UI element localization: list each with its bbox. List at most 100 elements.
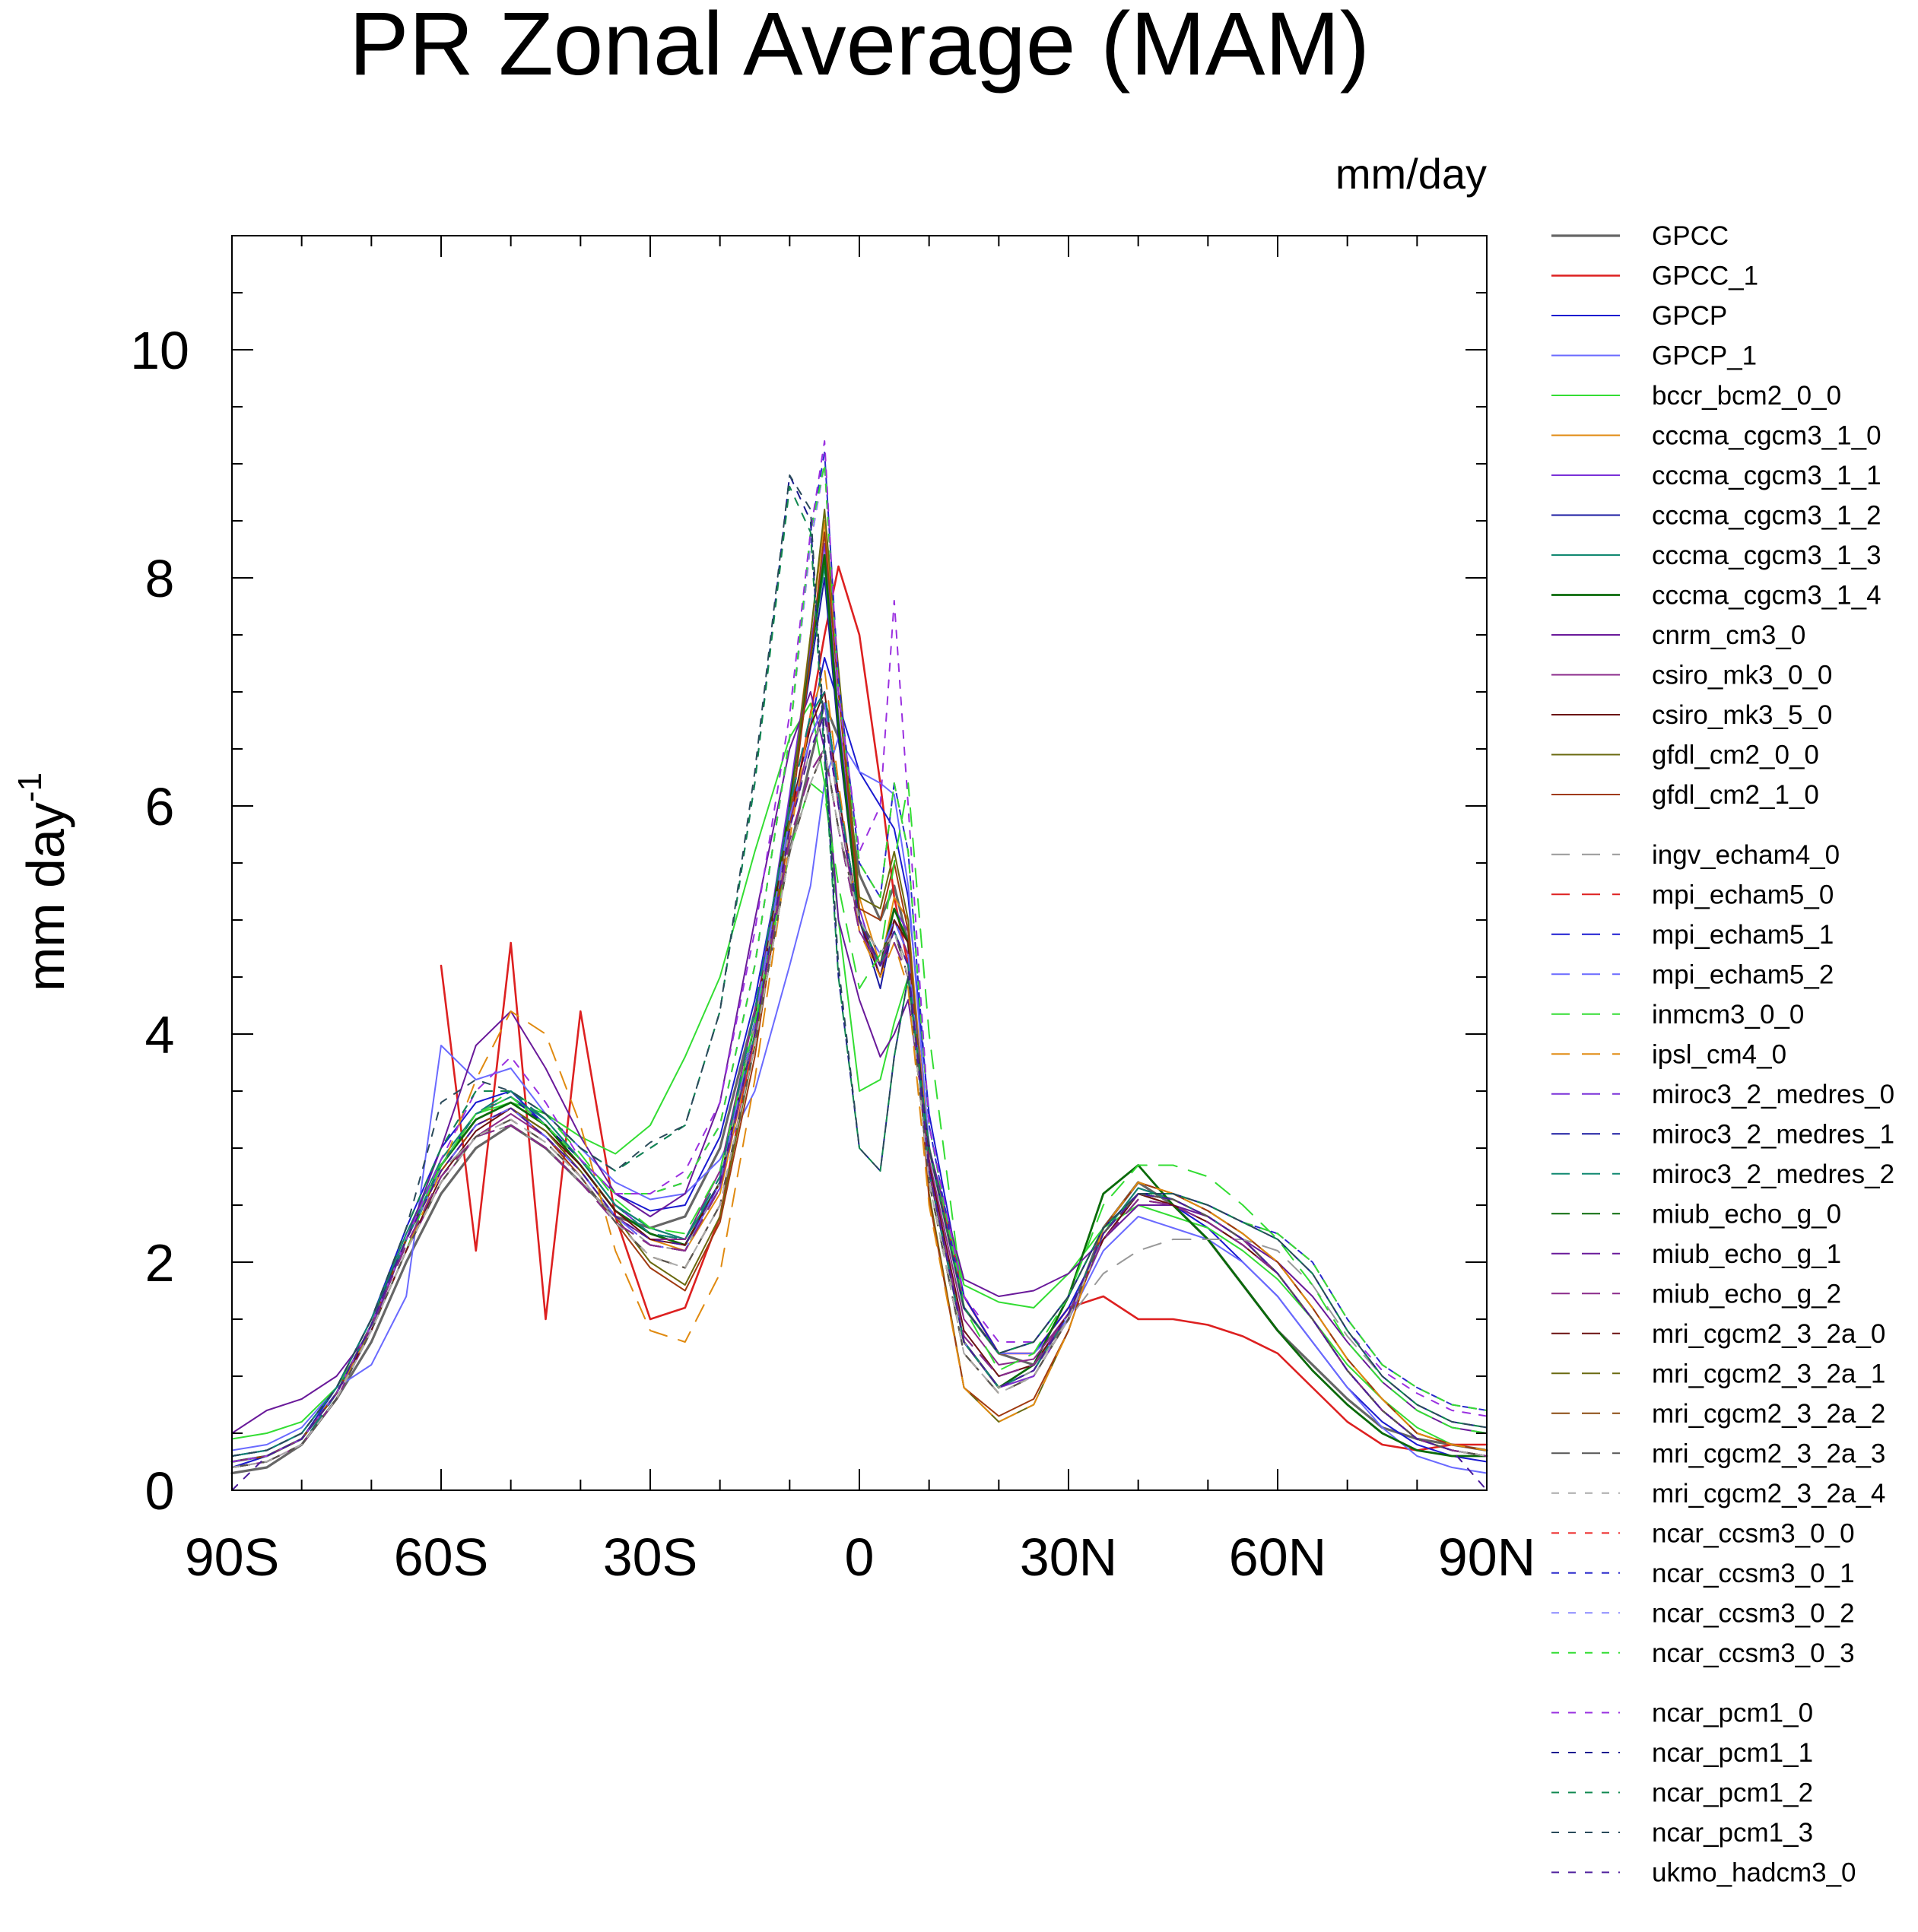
- legend-label: ipsl_cm4_0: [1652, 1039, 1786, 1069]
- legend-label: ukmo_hadcm3_0: [1652, 1858, 1856, 1888]
- legend-label: mpi_echam5_1: [1652, 920, 1834, 950]
- series-line-inmcm3-0-0: [231, 782, 1488, 1463]
- legend-item: miroc3_2_medres_2: [1551, 1160, 1894, 1189]
- legend-label: ncar_ccsm3_0_0: [1652, 1518, 1855, 1548]
- legend-item: miroc3_2_medres_1: [1551, 1119, 1894, 1149]
- legend-item: GPCP_1: [1551, 341, 1757, 371]
- legend-item: cccma_cgcm3_1_3: [1551, 541, 1881, 570]
- y-tick-label: 8: [145, 549, 175, 608]
- legend-label: miub_echo_g_2: [1652, 1279, 1841, 1309]
- x-tick-label: 0: [845, 1528, 875, 1587]
- legend-label: cccma_cgcm3_1_1: [1652, 461, 1881, 490]
- legend-label: mri_cgcm2_3_2a_3: [1652, 1439, 1885, 1468]
- legend-item: ncar_ccsm3_0_2: [1551, 1598, 1855, 1628]
- series-line-gpcp-1: [231, 737, 1488, 1474]
- legend-item: mpi_echam5_0: [1551, 880, 1834, 909]
- legend-item: GPCC: [1551, 221, 1729, 251]
- legend-label: inmcm3_0_0: [1652, 1000, 1804, 1029]
- x-tick-label: 60S: [394, 1528, 489, 1587]
- y-tick-label: 10: [130, 321, 189, 380]
- legend-item: mpi_echam5_1: [1551, 920, 1834, 950]
- legend-item: inmcm3_0_0: [1551, 1000, 1804, 1029]
- y-tick-label: 0: [145, 1461, 175, 1521]
- legend-label: csiro_mk3_0_0: [1652, 661, 1832, 690]
- legend-item: ingv_echam4_0: [1551, 840, 1840, 870]
- legend-item: ncar_pcm1_3: [1551, 1818, 1813, 1848]
- y-axis-title-text: mm day: [16, 802, 75, 991]
- legend-item: ncar_ccsm3_0_0: [1551, 1518, 1855, 1548]
- legend-label: cnrm_cm3_0: [1652, 620, 1805, 650]
- legend-label: mpi_echam5_0: [1652, 880, 1834, 909]
- legend-label: miub_echo_g_0: [1652, 1199, 1841, 1229]
- x-tick-label: 90N: [1438, 1528, 1535, 1587]
- legend-item: cnrm_cm3_0: [1551, 620, 1805, 650]
- legend-label: mri_cgcm2_3_2a_0: [1652, 1319, 1885, 1349]
- legend-item: mri_cgcm2_3_2a_1: [1551, 1359, 1885, 1388]
- x-tick-label: 60N: [1229, 1528, 1326, 1587]
- legend: GPCC GPCC_1 GPCP GPCP_1 bccr_bcm2_0_0 cccma_c…: [1551, 221, 1894, 1888]
- legend-item: cccma_cgcm3_1_2: [1551, 501, 1881, 531]
- legend-item: cccma_cgcm3_1_1: [1551, 461, 1881, 490]
- legend-label: csiro_mk3_5_0: [1652, 700, 1832, 730]
- legend-label: miroc3_2_medres_0: [1652, 1080, 1894, 1109]
- legend-item: cccma_cgcm3_1_0: [1551, 421, 1881, 451]
- legend-item: GPCP: [1551, 301, 1727, 331]
- series-line-cnrm-cm3-0: [231, 691, 1488, 1434]
- legend-label: miroc3_2_medres_2: [1652, 1160, 1894, 1189]
- legend-label: cccma_cgcm3_1_2: [1652, 501, 1881, 531]
- legend-label: GPCC_1: [1652, 262, 1758, 291]
- series-line-ncar-ccsm3-0-3: [231, 463, 1488, 1463]
- legend-item: mri_cgcm2_3_2a_0: [1551, 1319, 1885, 1349]
- legend-label: ncar_pcm1_0: [1652, 1699, 1813, 1728]
- legend-item: ipsl_cm4_0: [1551, 1039, 1786, 1069]
- legend-item: miroc3_2_medres_0: [1551, 1080, 1894, 1109]
- legend-label: GPCC: [1652, 221, 1729, 251]
- series-line-miub-echo-g-2: [231, 748, 1488, 1463]
- y-axis-title-superscript: -1: [11, 772, 49, 802]
- y-axis-title: mm day-1: [11, 772, 75, 991]
- legend-label: ncar_pcm1_1: [1652, 1738, 1813, 1768]
- legend-label: mpi_echam5_2: [1652, 960, 1834, 989]
- legend-label: miroc3_2_medres_1: [1652, 1119, 1894, 1149]
- legend-item: GPCC_1: [1551, 262, 1758, 291]
- legend-label: ncar_ccsm3_0_2: [1652, 1598, 1855, 1628]
- legend-label: mri_cgcm2_3_2a_2: [1652, 1399, 1885, 1429]
- legend-item: gfdl_cm2_0_0: [1551, 741, 1819, 770]
- legend-item: ncar_pcm1_2: [1551, 1778, 1813, 1808]
- legend-item: cccma_cgcm3_1_4: [1551, 581, 1881, 611]
- legend-label: mri_cgcm2_3_2a_4: [1652, 1479, 1885, 1508]
- legend-item: miub_echo_g_1: [1551, 1239, 1841, 1269]
- legend-label: miub_echo_g_1: [1652, 1239, 1841, 1269]
- legend-label: cccma_cgcm3_1_3: [1652, 541, 1881, 570]
- legend-label: ncar_pcm1_2: [1652, 1778, 1813, 1808]
- x-tick-label: 90S: [185, 1528, 280, 1587]
- legend-item: ncar_ccsm3_0_1: [1551, 1559, 1855, 1588]
- legend-label: GPCP_1: [1652, 341, 1757, 371]
- series-line-ncar-pcm1-0: [231, 440, 1488, 1463]
- legend-item: mri_cgcm2_3_2a_2: [1551, 1399, 1885, 1429]
- legend-item: miub_echo_g_0: [1551, 1199, 1841, 1229]
- legend-item: csiro_mk3_0_0: [1551, 661, 1832, 690]
- y-tick-label: 6: [145, 777, 175, 836]
- ticks-layer: 90S 60S 30S 0 30N 60N 90N 0 2 4 6 8 10: [130, 236, 1535, 1587]
- legend-item: csiro_mk3_5_0: [1551, 700, 1832, 730]
- series-layer: [230, 440, 1488, 1491]
- x-tick-label: 30N: [1020, 1528, 1117, 1587]
- y-tick-label: 2: [145, 1233, 175, 1293]
- legend-label: cccma_cgcm3_1_4: [1652, 581, 1881, 611]
- legend-label: gfdl_cm2_0_0: [1652, 741, 1819, 770]
- legend-label: ncar_ccsm3_0_3: [1652, 1639, 1855, 1668]
- series-line-ncar-pcm1-2: [231, 486, 1488, 1457]
- legend-label: ingv_echam4_0: [1652, 840, 1840, 870]
- legend-item: ukmo_hadcm3_0: [1551, 1858, 1856, 1888]
- legend-label: mri_cgcm2_3_2a_1: [1652, 1359, 1885, 1388]
- series-line-ncar-pcm1-3: [231, 474, 1488, 1457]
- legend-item: gfdl_cm2_1_0: [1551, 780, 1819, 810]
- series-line-ukmo-hadcm3-0: [231, 714, 1488, 1491]
- y-tick-label: 4: [145, 1005, 175, 1064]
- chart-title: PR Zonal Average (MAM): [349, 0, 1370, 94]
- legend-label: gfdl_cm2_1_0: [1652, 780, 1819, 810]
- legend-item: bccr_bcm2_0_0: [1551, 381, 1841, 411]
